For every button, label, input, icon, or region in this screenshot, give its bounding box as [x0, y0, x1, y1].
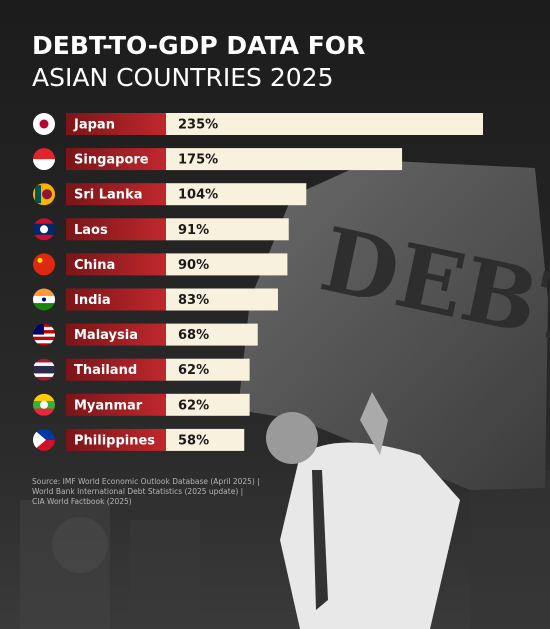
flag — [33, 253, 55, 276]
flag-stripe — [33, 148, 55, 160]
value-label: 91% — [178, 223, 209, 238]
flag-stripe — [33, 393, 55, 402]
flag-stripe — [33, 343, 55, 346]
flag-dot — [39, 119, 49, 129]
bar — [166, 323, 258, 346]
flag-stripe — [33, 303, 55, 311]
category-label: Japan — [73, 118, 115, 133]
flag-stripe — [33, 358, 55, 363]
category-box — [66, 323, 166, 346]
category-label: China — [74, 258, 115, 273]
value-label: 58% — [178, 433, 209, 448]
bar — [166, 358, 250, 381]
source-line: CIA World Factbook (2025) — [32, 497, 132, 506]
flag-stripe — [33, 218, 55, 224]
flag-stripe — [33, 234, 55, 241]
flag-stripe — [33, 373, 55, 377]
flag — [33, 183, 55, 206]
flag-stripe — [33, 439, 55, 451]
flag — [33, 428, 55, 451]
category-label: Philippines — [74, 433, 155, 448]
value-label: 104% — [178, 188, 218, 203]
category-label: Thailand — [74, 363, 137, 378]
flag-stripe — [33, 340, 55, 344]
value-label: 62% — [178, 398, 209, 413]
value-label: 90% — [178, 258, 209, 273]
flag-dot — [40, 400, 48, 409]
flag — [33, 393, 55, 416]
flag — [33, 288, 55, 311]
chart-title: DEBT-TO-GDP DATA FOR — [32, 31, 365, 60]
flag-stripe — [33, 288, 55, 296]
source: Source: IMF World Economic Outlook Datab… — [32, 477, 260, 506]
flag-stripe — [33, 362, 55, 366]
flag-stripe — [33, 365, 55, 374]
value-label: 68% — [178, 328, 209, 343]
bar — [166, 183, 307, 206]
category-box — [66, 148, 166, 171]
value-label: 62% — [178, 363, 209, 378]
bar — [166, 148, 403, 171]
category-label: Sri Lanka — [74, 188, 143, 203]
source-line: World Bank International Debt Statistics… — [32, 487, 243, 496]
category-label: Malaysia — [74, 328, 138, 343]
man — [266, 392, 460, 629]
flag-stripe — [33, 333, 55, 337]
flag-stripe — [33, 336, 55, 341]
flag-stripe — [33, 253, 55, 276]
category-box — [66, 218, 166, 241]
bars: Japan 235% Singapore 175% Sri Lanka 104% Laos 9… — [33, 113, 483, 451]
flag-stripe — [33, 428, 46, 451]
category-box — [66, 253, 166, 276]
category-label: Laos — [74, 223, 108, 238]
flag-stripe — [35, 185, 41, 204]
bar — [166, 393, 250, 416]
category-box — [66, 358, 166, 381]
value-label: 83% — [178, 293, 209, 308]
flag-stripe — [33, 323, 44, 335]
value-label: 235% — [178, 118, 218, 133]
city-backdrop — [20, 470, 550, 629]
category-label: Singapore — [74, 153, 149, 168]
category-box — [66, 288, 166, 311]
flag-dot — [40, 225, 48, 234]
flag-dot — [37, 257, 43, 263]
category-box — [66, 113, 166, 135]
bar — [166, 428, 245, 451]
flag-stripe — [33, 428, 55, 440]
flag-dot — [42, 189, 52, 200]
flag-dot — [42, 297, 46, 302]
category-box — [66, 393, 166, 416]
boulder: DEBT — [238, 160, 550, 490]
bar — [166, 113, 483, 135]
bar — [166, 288, 278, 311]
bar — [166, 218, 289, 241]
flag — [33, 113, 55, 135]
source-line: Source: IMF World Economic Outlook Datab… — [32, 477, 260, 486]
chart-subtitle: ASIAN COUNTRIES 2025 — [32, 63, 333, 92]
category-label: India — [74, 293, 111, 308]
flag — [33, 148, 55, 171]
value-label: 175% — [178, 153, 218, 168]
flag-stripe — [33, 159, 55, 171]
flag-stripe — [33, 376, 55, 381]
bar — [166, 253, 288, 276]
category-box — [66, 183, 166, 206]
flag-stripe — [33, 408, 55, 416]
flag — [33, 358, 55, 381]
flag — [33, 323, 55, 346]
flag — [33, 218, 55, 241]
category-box — [66, 428, 166, 451]
category-label: Myanmar — [74, 398, 143, 413]
